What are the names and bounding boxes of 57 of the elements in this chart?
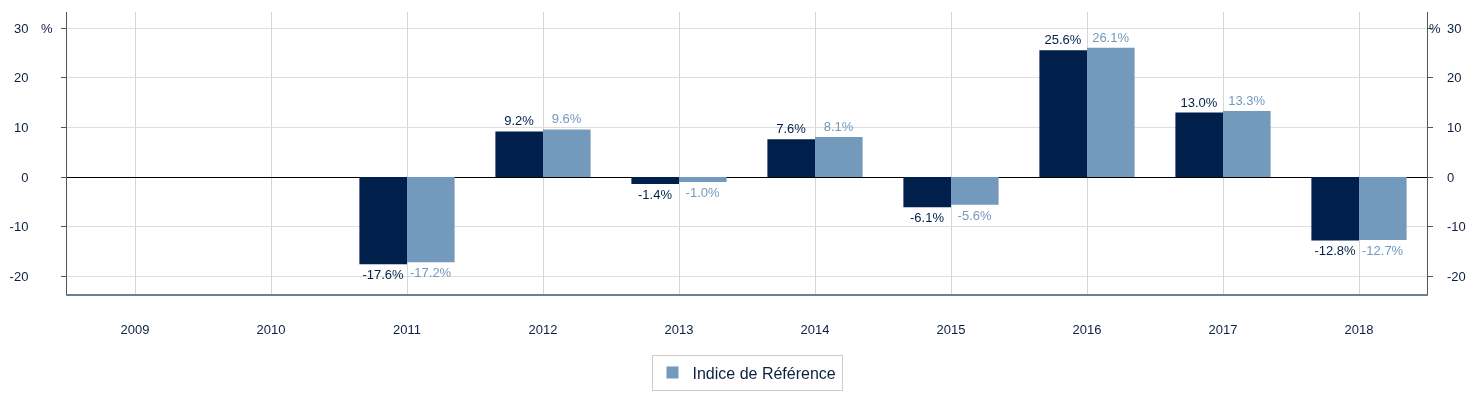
y-tick-label: 20 bbox=[13, 70, 29, 86]
bar bbox=[1087, 47, 1135, 178]
x-tick-label: 2010 bbox=[256, 321, 286, 337]
y-tick-label: 10 bbox=[13, 120, 29, 136]
x-tick-label: 2017 bbox=[1208, 321, 1238, 337]
bar bbox=[543, 129, 591, 178]
x-tick-label: 2009 bbox=[120, 321, 150, 337]
data-label: -17.2% bbox=[409, 265, 452, 281]
y2-tick-label: -10 bbox=[1447, 219, 1466, 235]
data-label: 13.3% bbox=[1228, 93, 1266, 109]
y2-tick-label: 20 bbox=[1447, 70, 1462, 86]
y-tick-label: -10 bbox=[9, 219, 29, 235]
x-tick-label: 2016 bbox=[1072, 321, 1102, 337]
data-label: 26.1% bbox=[1092, 29, 1130, 45]
x-tick-label: 2015 bbox=[936, 321, 966, 337]
bar bbox=[951, 177, 999, 205]
x-tick-label: 2014 bbox=[800, 321, 830, 337]
data-label: 9.2% bbox=[504, 113, 535, 129]
data-label: 8.1% bbox=[823, 118, 854, 134]
data-label: 9.6% bbox=[551, 111, 582, 127]
x-tick-label: 2012 bbox=[528, 321, 558, 337]
x-tick-label: 2018 bbox=[1344, 321, 1374, 337]
legend-label: Indice de Référence bbox=[692, 364, 836, 382]
y-axis-title: % bbox=[41, 21, 53, 36]
data-label: -1.4% bbox=[638, 186, 673, 202]
y2-tick-label: 0 bbox=[1447, 169, 1455, 185]
bar bbox=[903, 177, 951, 208]
y2-tick-label: -20 bbox=[1447, 268, 1466, 284]
data-label: -12.7% bbox=[1361, 242, 1404, 258]
data-label: 25.6% bbox=[1044, 32, 1082, 48]
y-tick-label: 0 bbox=[21, 169, 29, 185]
bar bbox=[359, 177, 407, 265]
y-tick-label: -20 bbox=[9, 268, 29, 284]
bar bbox=[1223, 111, 1271, 178]
bar bbox=[1039, 50, 1087, 178]
y2-axis-title: % bbox=[1429, 21, 1441, 36]
bar bbox=[815, 136, 863, 178]
y-tick-label: 30 bbox=[13, 20, 29, 36]
x-tick-label: 2013 bbox=[664, 321, 694, 337]
y2-tick-label: 30 bbox=[1447, 20, 1462, 36]
x-tick-label: 2011 bbox=[393, 321, 421, 337]
bar bbox=[679, 177, 727, 182]
bar bbox=[407, 177, 455, 263]
data-label: -5.6% bbox=[957, 207, 992, 223]
bar bbox=[1311, 177, 1359, 241]
data-label: -17.6% bbox=[362, 267, 405, 283]
data-label: -12.8% bbox=[1314, 243, 1357, 259]
data-label: -6.1% bbox=[910, 210, 945, 226]
bar bbox=[767, 139, 815, 178]
bar bbox=[631, 177, 679, 184]
data-label: 7.6% bbox=[776, 121, 807, 137]
data-label: -1.0% bbox=[685, 184, 720, 200]
bar bbox=[495, 131, 543, 178]
bar bbox=[1359, 177, 1407, 240]
y2-tick-label: 10 bbox=[1447, 120, 1462, 136]
data-label: 13.0% bbox=[1180, 94, 1218, 110]
bar bbox=[1175, 112, 1223, 178]
